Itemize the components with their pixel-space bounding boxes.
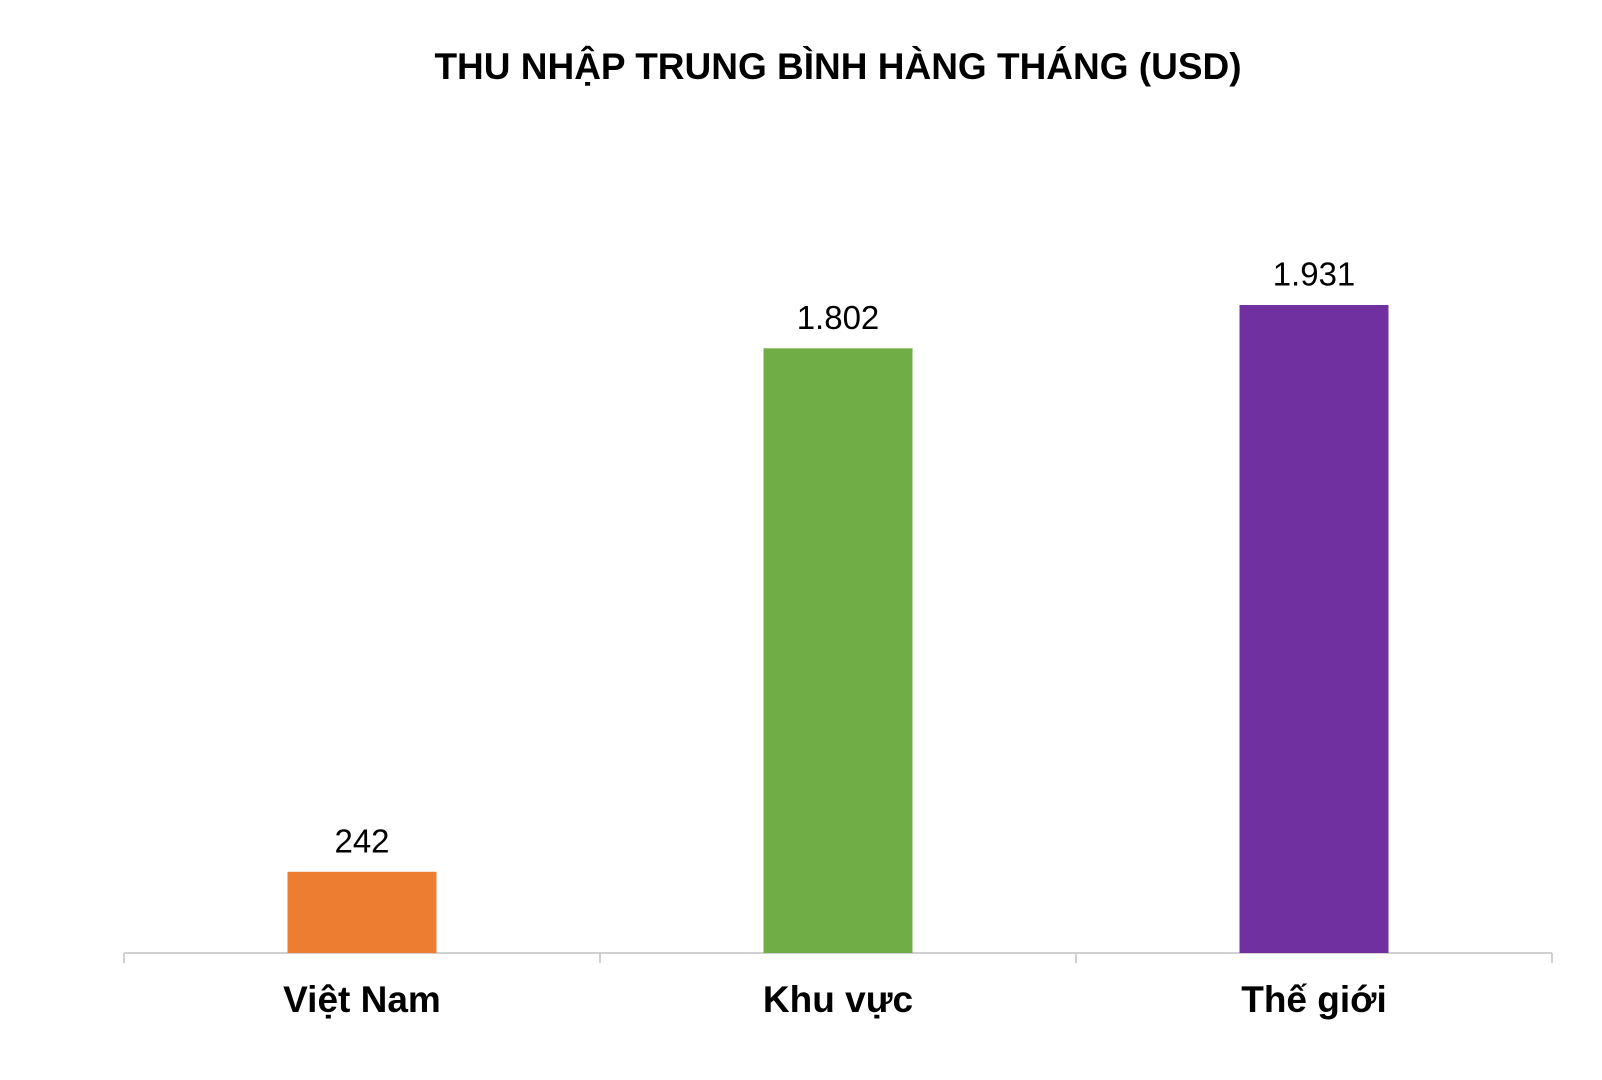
x-tick-label: Việt Nam — [283, 979, 441, 1020]
x-tick-label: Thế giới — [1241, 979, 1387, 1020]
bar — [763, 348, 913, 953]
value-label: 1.802 — [797, 299, 880, 336]
chart-title: THU NHẬP TRUNG BÌNH HÀNG THÁNG (USD) — [434, 45, 1241, 87]
bar — [287, 871, 437, 953]
value-label: 1.931 — [1273, 256, 1356, 293]
x-tick-label: Khu vực — [763, 979, 913, 1020]
bar — [1239, 305, 1389, 953]
value-label: 242 — [334, 823, 389, 860]
